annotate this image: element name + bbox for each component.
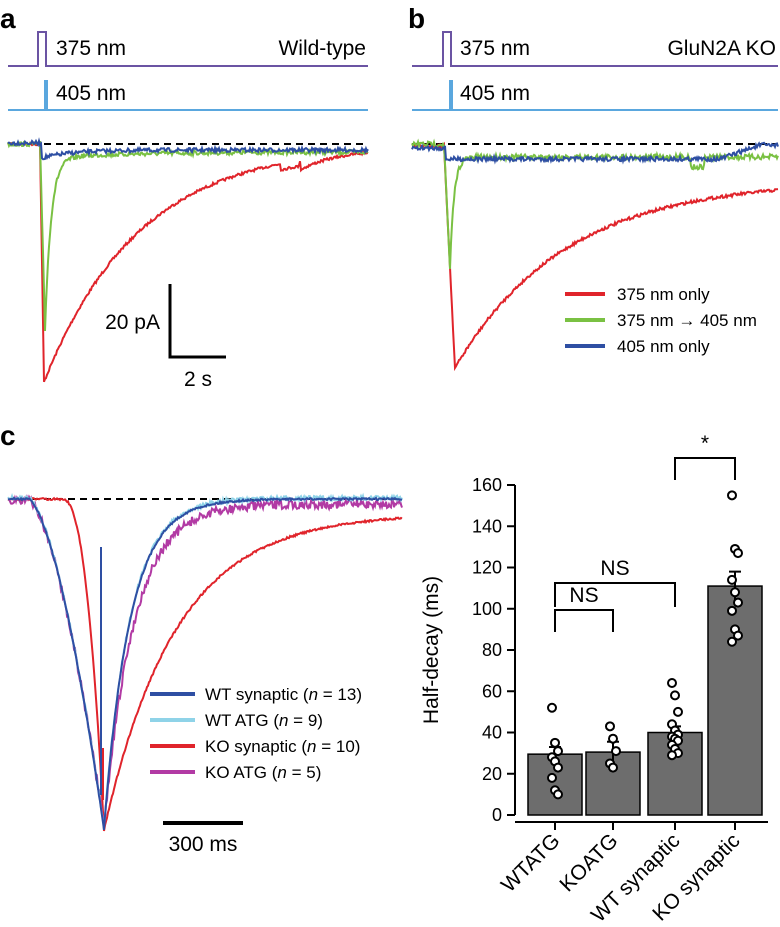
panel-c-legend-ko-synaptic: KO synaptic (n = 10): [205, 737, 360, 756]
panel-a-label: a: [0, 3, 16, 34]
panel-a-stim-375-trace: [8, 31, 368, 67]
data-point: [670, 690, 680, 701]
panel-a-scale-bar: [168, 284, 226, 359]
y-tick-label: 160: [472, 475, 502, 495]
panel-c-legend: WT synaptic (n = 13) WT ATG (n = 9) KO s…: [150, 685, 362, 782]
x-tick-label: WTATG: [497, 829, 565, 897]
panel-a-scale-time: 2 s: [184, 368, 212, 391]
data-point: [733, 548, 743, 559]
panel-b-legend-label-375: 375 nm only: [617, 285, 710, 304]
panel-b-stim-405-pulse: [449, 80, 453, 110]
data-point: [547, 702, 557, 713]
data-point: [608, 762, 618, 773]
data-point: [667, 678, 677, 688]
data-point: [727, 605, 737, 616]
panel-b-stim-375-label: 375 nm: [460, 37, 530, 60]
data-point: [550, 737, 560, 748]
panel-a-stim-405-pulse: [44, 80, 48, 110]
panel-a-trace-405-only: [7, 137, 369, 161]
significance-bracket: [674, 457, 736, 480]
y-tick-label: 40: [482, 723, 502, 743]
data-point: [611, 746, 621, 757]
panel-a-trace-375-only: [7, 140, 369, 383]
y-tick-label: 80: [482, 640, 502, 660]
significance-label: NS: [569, 584, 598, 607]
bar-chart-ylabel: Half-decay (ms): [420, 576, 443, 724]
panel-c: c WT synaptic (n = 13) WT ATG (n = 9) KO…: [0, 420, 403, 856]
y-tick-label: 0: [492, 805, 502, 825]
half-decay-bar-chart: Half-decay (ms) 0 20 40 60 80 100 120 140 160 WT…: [420, 432, 768, 927]
panel-b-stim-375-trace: [412, 31, 778, 67]
data-point: [727, 490, 737, 501]
data-point: [608, 733, 618, 744]
data-point: [547, 772, 557, 783]
bar-chart-y-ticks: 0 20 40 60 80 100 120 140 160: [472, 475, 515, 825]
data-point: [667, 750, 677, 761]
data-point: [553, 746, 563, 757]
panel-c-scale-time: 300 ms: [169, 833, 238, 856]
panel-c-trace-ko-synaptic: [7, 496, 403, 832]
y-tick-label: 140: [472, 516, 502, 536]
data-point: [733, 597, 743, 608]
bar-chart-points: [547, 490, 743, 800]
panel-a: a 375 nm Wild-type 405 nm 20 pA 2 s: [0, 3, 369, 391]
data-point: [553, 762, 563, 773]
panel-b-trace-405-only: [411, 141, 779, 165]
panel-b-legend: 375 nm only 375 nm → 405 nm 405 nm only: [565, 285, 757, 356]
panel-c-legend-ko-atg: KO ATG (n = 5): [205, 763, 321, 782]
y-tick-label: 120: [472, 558, 502, 578]
panel-c-legend-wt-atg: WT ATG (n = 9): [205, 711, 323, 730]
data-point: [605, 721, 615, 732]
panel-b-legend-label-405: 405 nm only: [617, 337, 710, 356]
y-tick-label: 100: [472, 599, 502, 619]
panel-a-stim-405-label: 405 nm: [56, 82, 126, 105]
data-point: [553, 789, 563, 800]
significance-bracket: [554, 582, 676, 607]
significance-label: *: [701, 432, 709, 455]
panel-c-label: c: [0, 420, 16, 451]
panel-b-label: b: [408, 3, 425, 34]
data-point: [733, 630, 743, 641]
data-point: [730, 587, 740, 598]
panel-c-trace-wt-synaptic: [7, 496, 403, 830]
data-point: [727, 574, 737, 585]
data-point: [727, 636, 737, 647]
panel-a-genotype-label: Wild-type: [278, 37, 366, 60]
panel-b-stim-405-label: 405 nm: [460, 82, 530, 105]
y-tick-label: 20: [482, 764, 502, 784]
y-tick-label: 60: [482, 681, 502, 701]
panel-a-stim-375-label: 375 nm: [56, 37, 126, 60]
panel-a-trace-375-then-405: [7, 139, 369, 332]
bar: [707, 585, 763, 816]
bar-chart-bars: [527, 570, 763, 816]
panel-b: b 375 nm GluN2A KO 405 nm 375 nm only 37…: [408, 3, 779, 372]
panel-b-legend-label-375-405: 375 nm → 405 nm: [617, 311, 757, 330]
panel-b-genotype-label: GluN2A KO: [667, 37, 776, 60]
significance-label: NS: [600, 557, 629, 580]
panel-a-scale-current: 20 pA: [105, 311, 160, 334]
panel-b-trace-375-only: [411, 141, 779, 372]
data-point: [673, 706, 683, 717]
panel-c-legend-wt-synaptic: WT synaptic (n = 13): [205, 685, 362, 704]
significance-bracket: [554, 609, 614, 632]
